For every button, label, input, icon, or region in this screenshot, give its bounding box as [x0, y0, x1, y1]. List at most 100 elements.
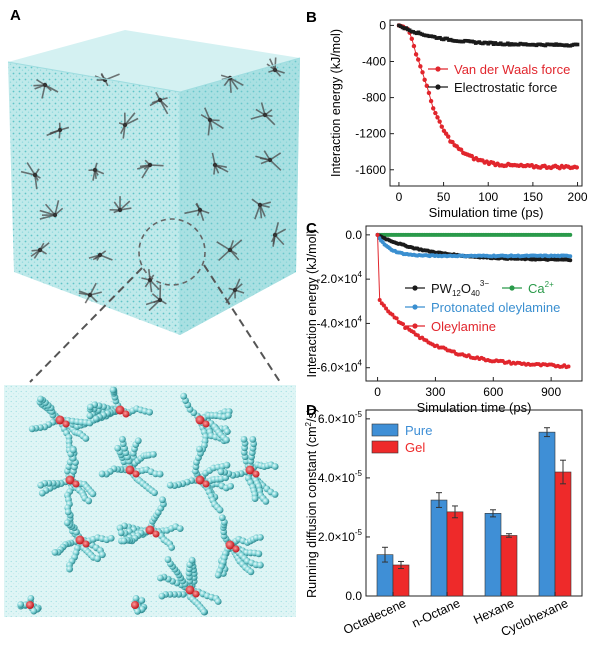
pom-cluster [195, 475, 205, 485]
chain-bead [214, 598, 222, 605]
data-point-vdw [446, 134, 451, 139]
panel-c: C 0 300 600 900 0.0 -2.0×104 -4.0×104 -6.0×104 S… [305, 220, 583, 415]
tick-exponent: 4 [358, 270, 363, 279]
x-tick-label: 50 [437, 190, 451, 204]
cluster-strand [264, 114, 276, 126]
cluster-strand [259, 204, 263, 219]
bar-gel [500, 535, 518, 597]
cube-cluster-marks [20, 57, 287, 312]
data-point-vdw [424, 83, 429, 89]
chain-bead [134, 608, 141, 615]
y-tick-label: 0 [379, 18, 386, 32]
cluster-core [57, 127, 63, 133]
zoom-inset [4, 385, 296, 617]
chain-bead [255, 550, 263, 558]
chain-bead [89, 490, 97, 498]
legend-marker [412, 285, 418, 291]
chain-bead [164, 556, 172, 563]
data-point-vdw [458, 147, 464, 152]
cluster-strand [149, 279, 160, 291]
chain-bead [117, 529, 125, 537]
chain-bead [249, 435, 257, 443]
chain-bead [120, 537, 128, 545]
x-tick-label: 300 [425, 385, 445, 399]
chain-bead [159, 496, 166, 504]
chain-bead [166, 481, 174, 489]
data-point-vdw [422, 77, 427, 83]
y-tick-label: 0.0 [345, 589, 362, 603]
chain-bead [223, 461, 231, 469]
panel-b: B 0 50 100 150 200 0 -400 -800 -1200 -1600 Simulat… [306, 9, 588, 220]
legend-marker [412, 304, 418, 310]
chain-bead [151, 489, 158, 497]
chain-bead [132, 594, 140, 602]
cluster-strand [20, 170, 36, 176]
tick-exponent: 4 [358, 314, 363, 323]
pom-cluster [245, 465, 255, 475]
y-tick-label: 6.0×10-5 [318, 410, 363, 426]
cluster-strand [34, 174, 38, 190]
cluster-strand [141, 164, 151, 179]
data-point-vdw [418, 64, 423, 69]
chain-bead [251, 495, 259, 503]
x-tick-label: 100 [478, 190, 498, 204]
pom-cluster [115, 405, 125, 415]
chain-bead [92, 415, 100, 423]
pom-cluster [195, 415, 205, 425]
cluster-core [97, 252, 103, 258]
pom-cluster [125, 465, 135, 475]
chain-bead [138, 597, 146, 604]
legend-label: Oleylamine [431, 319, 496, 334]
pom-cluster [131, 601, 139, 609]
cluster-strand [124, 112, 136, 126]
y-tick-label: -1600 [355, 163, 386, 177]
pom-cluster [65, 475, 75, 485]
chain-bead [218, 514, 226, 522]
cluster-core [157, 97, 163, 103]
pom-cluster [185, 585, 195, 595]
data-point-oley [566, 364, 571, 369]
data-point-vdw [428, 98, 434, 104]
cluster-core [232, 287, 238, 293]
chain-bead [30, 607, 38, 615]
chain-bead [256, 561, 264, 569]
pom-cluster [225, 540, 235, 550]
chain-bead [168, 544, 176, 551]
cluster-strand [149, 164, 164, 167]
chart-c: 0 300 600 900 0.0 -2.0×104 -4.0×104 -6.0×104 Sim… [305, 225, 583, 415]
pom-cluster [152, 530, 160, 538]
data-point-elec [575, 42, 580, 47]
pom-cluster [202, 420, 210, 428]
oleylamine-chains [17, 386, 279, 616]
cluster-strand [89, 282, 97, 296]
pom-cluster [75, 535, 85, 545]
chain-bead [17, 601, 25, 608]
chain-bead [109, 386, 117, 394]
bar-gel [446, 511, 464, 597]
cluster-core [117, 207, 123, 213]
chain-bead [223, 436, 230, 444]
panel-a-label: A [10, 7, 21, 24]
legend-label: PW12O403− [431, 279, 489, 298]
bar-pure [538, 431, 556, 597]
x-tick-label: n-Octane [410, 596, 463, 630]
data-point-oley [390, 312, 395, 317]
panel-c-label: C [306, 220, 317, 237]
bar-pure [430, 499, 448, 597]
y-tick-label: -1200 [355, 127, 386, 141]
data-point-oley [394, 316, 399, 321]
chain-bead [85, 497, 93, 505]
cluster-strand [136, 164, 151, 170]
cluster-strand [26, 162, 36, 176]
chain-bead [180, 392, 188, 400]
legend-label: Pure [405, 423, 432, 438]
chain-bead [157, 574, 164, 582]
chain-bead [69, 446, 77, 454]
cluster-strand [207, 119, 211, 136]
x-tick-label: 600 [483, 385, 503, 399]
cluster-strand [218, 249, 231, 262]
y-tick-label: 2.0×10-5 [318, 528, 363, 544]
